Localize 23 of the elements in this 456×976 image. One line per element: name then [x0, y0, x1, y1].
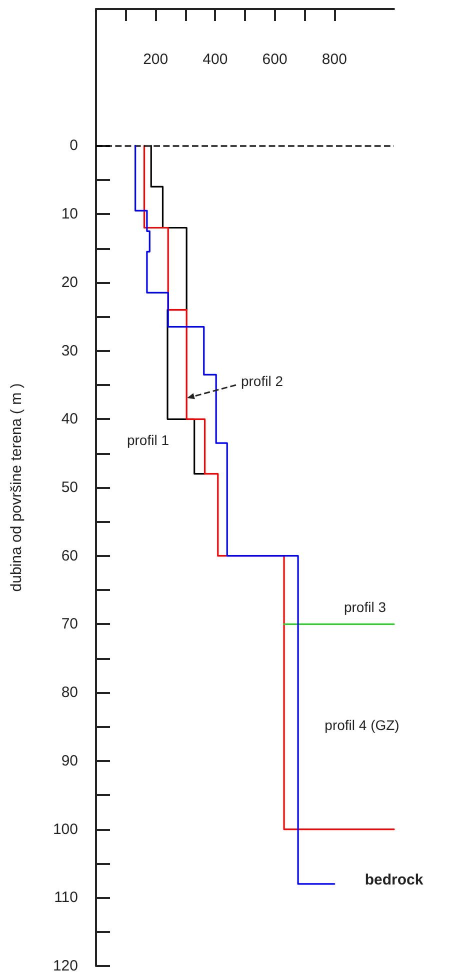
annotation: profil 4 (GZ): [324, 717, 400, 733]
y-tick-label: 120: [52, 958, 78, 974]
y-tick-label: 70: [61, 616, 78, 633]
y-tick-label: 60: [61, 547, 78, 564]
x-tick-label: 400: [202, 51, 228, 68]
annotation: bedrock: [364, 872, 424, 888]
y-tick-label: 40: [61, 410, 78, 428]
annotation: profil 1: [126, 432, 170, 448]
y-tick-label: 50: [61, 479, 78, 496]
y-tick-label: 80: [61, 684, 78, 702]
y-tick-label: 90: [61, 752, 78, 770]
annotation: profil 3: [344, 599, 386, 615]
y-tick-label: 110: [54, 889, 78, 906]
y-tick-label: 0: [70, 137, 78, 154]
x-tick-label: 600: [262, 51, 288, 68]
y-tick-label: 10: [61, 206, 78, 223]
x-tick-label: 800: [322, 51, 347, 68]
x-tick-label: 200: [143, 51, 168, 68]
y-tick-label: 100: [52, 820, 78, 838]
y-tick-label: 20: [61, 274, 78, 291]
annotation: profil 2: [240, 373, 284, 389]
y-axis-title: dubina od površine terena ( m ): [8, 383, 25, 592]
y-tick-label: 30: [61, 342, 78, 360]
